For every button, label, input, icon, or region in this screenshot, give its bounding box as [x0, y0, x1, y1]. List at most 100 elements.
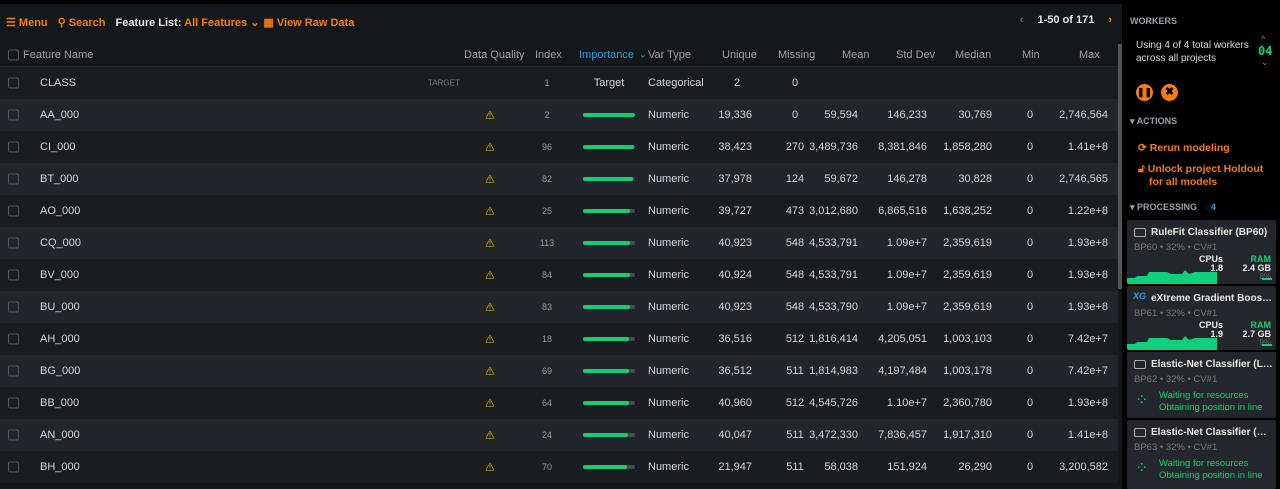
table-row[interactable]: BV_000 84 Numeric 40,924 548 4,533,791 1.09e+7…: [0, 259, 1118, 291]
min: 0: [1026, 333, 1034, 345]
next-page-button[interactable]: ›: [1108, 14, 1112, 26]
warning-icon[interactable]: ⚠: [485, 429, 495, 442]
warning-icon[interactable]: ⚠: [485, 269, 495, 282]
view-raw-data-button[interactable]: ▦ View Raw Data: [263, 16, 354, 29]
actions-section[interactable]: ▾ ACTIONS: [1130, 116, 1178, 126]
column-header-index[interactable]: Index: [535, 49, 562, 61]
row-checkbox[interactable]: [8, 77, 19, 89]
mean: 3,012,680: [809, 205, 858, 217]
row-checkbox[interactable]: [8, 205, 19, 217]
ram-value: 2.4 GB: [1242, 263, 1271, 273]
row-checkbox[interactable]: [8, 269, 19, 281]
table-row[interactable]: CI_000 96 Numeric 38,423 270 3,489,736 8,381,8…: [0, 131, 1118, 163]
min: 0: [1026, 301, 1034, 313]
column-header-std-dev[interactable]: Std Dev: [896, 49, 936, 61]
stop-button[interactable]: ✖: [1161, 84, 1178, 101]
feature-name: CI_000: [40, 141, 76, 153]
warning-icon[interactable]: ⚠: [485, 333, 495, 346]
row-checkbox[interactable]: [8, 429, 19, 441]
unlock-holdout-link[interactable]: 🔓︎ Unlock project Holdout for all models: [1138, 163, 1278, 189]
importance: Target: [593, 77, 625, 89]
std-dev: 8,381,846: [878, 141, 927, 153]
increase-workers-button[interactable]: ^: [1261, 34, 1266, 44]
table-row[interactable]: CQ_000 113 Numeric 40,923 548 4,533,791 1.09e+…: [0, 227, 1118, 259]
warning-icon[interactable]: ⚠: [485, 141, 495, 154]
row-checkbox[interactable]: [8, 301, 19, 313]
table-row[interactable]: AN_000 24 Numeric 40,047 511 3,472,330 7,836,4…: [0, 419, 1118, 451]
search-button[interactable]: ⚲ Search: [58, 16, 106, 29]
missing: 124: [785, 173, 805, 185]
ram-percent: 9%: [1259, 338, 1271, 347]
processing-section[interactable]: ▾ PROCESSING ◌4: [1130, 202, 1216, 212]
min: 0: [1026, 141, 1034, 153]
warning-icon[interactable]: ⚠: [485, 461, 495, 474]
column-header-mean[interactable]: Mean: [842, 49, 870, 61]
importance-bar-fill: [583, 209, 630, 213]
column-header-median[interactable]: Median: [955, 49, 992, 61]
model-icon: [1134, 360, 1146, 369]
job-card[interactable]: Elastic-Net Classifier (mixi... BP63 • 32…: [1127, 420, 1276, 489]
select-all-checkbox[interactable]: [8, 49, 19, 61]
job-card[interactable]: RuleFit Classifier (BP60) BP60 • 32% • CV…: [1127, 220, 1276, 284]
missing: 511: [786, 461, 804, 473]
page-range: 1-50 of 171: [1037, 14, 1095, 26]
column-header-data-quality[interactable]: Data Quality: [464, 49, 525, 61]
std-dev: 6,865,516: [878, 205, 927, 217]
table-row[interactable]: CLASS TARGET 1 Target Categorical 2 0: [0, 67, 1118, 99]
waiting-status: Waiting for resources: [1159, 390, 1249, 401]
job-card[interactable]: XG eXtreme Gradient Boosted ... BP61 • 32%…: [1127, 286, 1276, 350]
column-header-unique[interactable]: Unique: [722, 49, 757, 61]
row-checkbox[interactable]: [8, 461, 19, 473]
column-header-min[interactable]: Min: [1022, 49, 1040, 61]
warning-icon[interactable]: ⚠: [485, 205, 495, 218]
scrollbar[interactable]: [1118, 44, 1122, 289]
std-dev: 7,836,457: [878, 429, 927, 441]
var-type: Numeric: [648, 141, 689, 153]
median: 2,360,780: [943, 397, 992, 409]
job-card[interactable]: Elastic-Net Classifier (L2 / ... BP62 • 3…: [1127, 352, 1276, 418]
table-row[interactable]: BG_000 69 Numeric 36,512 511 1,814,983 4,197,4…: [0, 355, 1118, 387]
warning-icon[interactable]: ⚠: [485, 301, 495, 314]
pause-button[interactable]: ❚❚: [1136, 84, 1153, 101]
importance-bar-fill: [583, 145, 634, 149]
processing-title: PROCESSING: [1137, 202, 1198, 212]
feature-list-select[interactable]: Feature List: All Features ⌄: [115, 16, 259, 29]
warning-icon[interactable]: ⚠: [485, 397, 495, 410]
rerun-modeling-link[interactable]: ⟳ Rerun modeling: [1138, 142, 1230, 155]
column-header-missing[interactable]: Missing: [778, 49, 816, 61]
importance-bar: [583, 209, 635, 213]
table-row[interactable]: BU_000 83 Numeric 40,923 548 4,533,790 1.09e+7…: [0, 291, 1118, 323]
table-row[interactable]: BT_000 82 Numeric 37,978 124 59,672 146,278 30,…: [0, 163, 1118, 195]
column-header-max[interactable]: Max: [1079, 49, 1100, 61]
mean: 4,533,791: [809, 269, 858, 281]
row-checkbox[interactable]: [8, 109, 19, 121]
table-row[interactable]: BB_000 64 Numeric 40,960 512 4,545,726 1.10e+7…: [0, 387, 1118, 419]
table-row[interactable]: AH_000 18 Numeric 36,516 512 1,816,414 4,205,0…: [0, 323, 1118, 355]
var-type: Numeric: [648, 205, 689, 217]
row-checkbox[interactable]: [8, 141, 19, 153]
feature-name: BB_000: [40, 397, 80, 409]
feature-name: BV_000: [40, 269, 80, 281]
unique: 21,947: [718, 461, 752, 473]
row-checkbox[interactable]: [8, 237, 19, 249]
column-header-importance[interactable]: Importance: [579, 49, 635, 61]
min: 0: [1026, 109, 1034, 121]
row-checkbox[interactable]: [8, 173, 19, 185]
row-checkbox[interactable]: [8, 397, 19, 409]
warning-icon[interactable]: ⚠: [485, 237, 495, 250]
warning-icon[interactable]: ⚠: [485, 109, 495, 122]
warning-icon[interactable]: ⚠: [485, 365, 495, 378]
importance-bar-fill: [583, 401, 629, 405]
column-header-var-type[interactable]: Var Type: [648, 49, 692, 61]
column-header-feature-name[interactable]: Feature Name: [23, 49, 94, 61]
table-row[interactable]: AO_000 25 Numeric 39,727 473 3,012,680 6,865,5…: [0, 195, 1118, 227]
menu-button[interactable]: ☰ Menu: [6, 16, 48, 29]
table-row[interactable]: BH_000 70 Numeric 21,947 511 58,038 151,924 26,…: [0, 451, 1118, 483]
table-row[interactable]: AA_000 2 Numeric 19,336 0 59,594 146,233 30,769…: [0, 99, 1118, 131]
row-checkbox[interactable]: [8, 333, 19, 345]
row-checkbox[interactable]: [8, 365, 19, 377]
prev-page-button[interactable]: ‹: [1019, 14, 1024, 26]
warning-icon[interactable]: ⚠: [485, 173, 495, 186]
index: 64: [541, 398, 552, 408]
decrease-workers-button[interactable]: ⌄: [1261, 57, 1269, 67]
